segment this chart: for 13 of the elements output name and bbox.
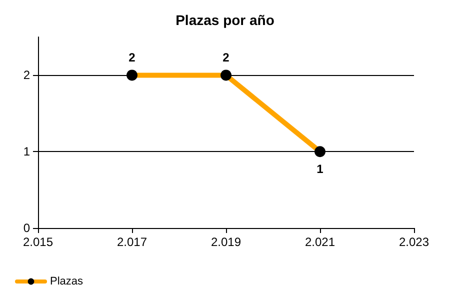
legend-label: Plazas xyxy=(50,276,84,288)
y-tick-label: 2 xyxy=(23,68,30,82)
x-tick-label: 2.019 xyxy=(210,235,242,249)
x-tick-label: 2.015 xyxy=(22,235,54,249)
x-tick-label: 2.021 xyxy=(304,235,336,249)
data-label: 2 xyxy=(222,50,230,65)
data-label: 1 xyxy=(316,162,324,176)
chart-title: Plazas por año xyxy=(176,12,274,28)
data-label: 2 xyxy=(128,50,136,65)
y-tick-label: 1 xyxy=(23,144,30,159)
x-tick-label: 2.017 xyxy=(116,235,148,249)
x-tick-label: 2.023 xyxy=(398,235,430,249)
y-tick-label: 0 xyxy=(23,221,30,235)
